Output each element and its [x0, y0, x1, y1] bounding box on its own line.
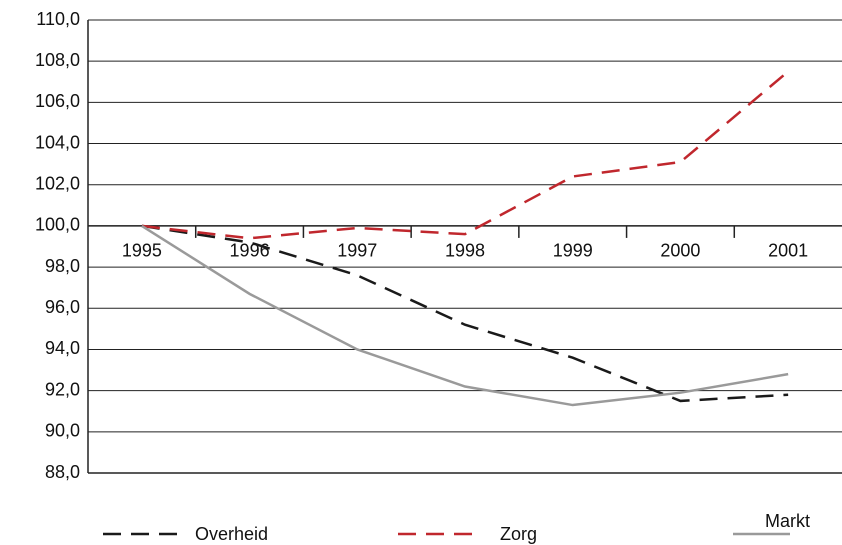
series-line — [141, 224, 789, 403]
y-tick-label: 100,0 — [35, 215, 80, 235]
y-tick-label: 98,0 — [45, 256, 80, 276]
series-line — [141, 70, 789, 240]
y-tick-label: 94,0 — [45, 338, 80, 358]
x-tick-label: 2000 — [660, 241, 700, 261]
y-tick-label: 108,0 — [35, 50, 80, 70]
y-tick-label: 96,0 — [45, 297, 80, 317]
x-tick-label: 2001 — [768, 241, 808, 261]
y-tick-label: 110,0 — [36, 9, 80, 29]
y-tick-label: 106,0 — [35, 91, 80, 111]
x-tick-label: 1995 — [122, 241, 162, 261]
y-tick-label: 88,0 — [45, 462, 80, 482]
y-tick-label: 104,0 — [35, 132, 80, 152]
x-tick-label: 1996 — [230, 241, 270, 261]
y-tick-label: 102,0 — [35, 173, 80, 193]
y-tick-label: 92,0 — [45, 379, 80, 399]
y-tick-label: 90,0 — [45, 421, 80, 441]
legend-label: Overheid — [195, 524, 268, 544]
x-tick-label: 1998 — [445, 241, 485, 261]
x-tick-label: 1999 — [553, 241, 593, 261]
legend-label: Zorg — [500, 524, 537, 544]
x-tick-label: 1997 — [337, 241, 377, 261]
legend-label: Markt — [765, 511, 810, 531]
series-line — [141, 224, 789, 407]
